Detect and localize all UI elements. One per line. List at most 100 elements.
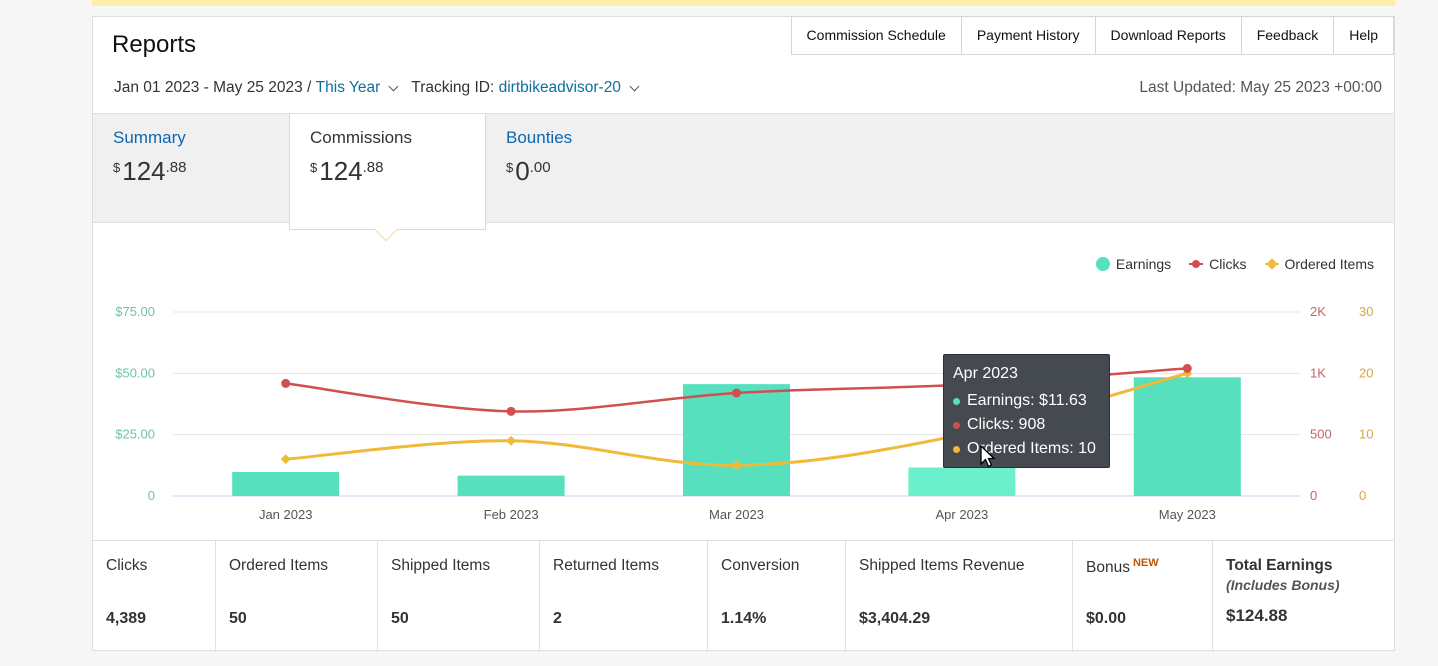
x-tick-label: Feb 2023 [484, 507, 539, 522]
tracking-label: Tracking ID: [411, 79, 495, 96]
circle-icon [953, 421, 960, 429]
tracking-id-dropdown[interactable]: dirtbikeadvisor-20 [498, 79, 621, 96]
y-right-ordered-tick-label: 10 [1359, 427, 1373, 442]
filter-bar: Jan 01 2023 - May 25 2023 / This Year Tr… [114, 79, 646, 97]
earnings-bar [1133, 377, 1241, 496]
y-right-ordered-tick-label: 20 [1359, 365, 1373, 380]
earnings-bar [457, 475, 565, 496]
ordered-items-point [506, 435, 517, 446]
tooltip-clicks-text: Clicks: 908 [967, 416, 1046, 433]
page-title: Reports [112, 31, 197, 58]
stat-value: 1.14% [721, 610, 767, 627]
stats-row: Clicks 4,389 Ordered Items 50 Shipped It… [93, 540, 1394, 652]
x-tick-label: Jan 2023 [259, 507, 313, 522]
stat-value: 4,389 [106, 610, 147, 627]
line-circle-icon [1189, 259, 1204, 269]
chevron-down-icon[interactable] [388, 81, 399, 92]
legend-label: Clicks [1209, 256, 1247, 272]
y-right-clicks-tick-label: 1K [1310, 365, 1326, 380]
date-range: Jan 01 2023 - May 25 2023 / [114, 79, 312, 96]
active-tab-pointer [374, 218, 398, 242]
chart-legend: Earnings Clicks Ordered Items [1095, 256, 1374, 272]
tab-commissions[interactable]: Commissions $ 124 .88 [289, 114, 486, 242]
reports-panel: Reports Commission Schedule Payment Hist… [92, 16, 1395, 652]
period-dropdown[interactable]: This Year [315, 79, 381, 96]
stat-value: 50 [229, 610, 247, 627]
ordered-items-point [280, 454, 291, 465]
circle-icon [953, 445, 960, 453]
line-diamond-icon [1264, 259, 1279, 269]
y-left-tick-label: 0 [148, 488, 155, 503]
tooltip-earnings: Earnings: $11.63 [953, 389, 1100, 413]
help-tab[interactable]: Help [1333, 16, 1394, 55]
amount-dec: .88 [362, 159, 384, 176]
stat-label: Bonus NEW [1086, 557, 1199, 577]
stat-label: Clicks [106, 557, 148, 574]
tooltip-clicks: Clicks: 908 [953, 413, 1100, 437]
y-left-tick-label: $75.00 [115, 304, 155, 319]
amount-dec: .88 [165, 159, 187, 176]
earnings-bar [232, 471, 340, 496]
stat-value: 2 [553, 610, 562, 627]
bonus-label: Bonus [1086, 559, 1130, 577]
download-reports-tab[interactable]: Download Reports [1094, 16, 1241, 55]
earnings-bar [683, 384, 790, 496]
stat-total-earnings: Total Earnings (Includes Bonus) $124.88 [1213, 541, 1394, 652]
amount-int: 124 [319, 156, 363, 186]
legend-ordered-items[interactable]: Ordered Items [1264, 256, 1374, 272]
tab-label: Bounties [506, 128, 573, 147]
legend-label: Earnings [1115, 256, 1172, 272]
tooltip-title: Apr 2023 [953, 365, 1018, 382]
chart-svg: 0 $25.00 $50.00 $75.00 0 500 1K 2K 0 10 20 30 Jan 20… [115, 304, 1373, 522]
stat-value: $124.88 [1226, 606, 1288, 625]
metric-tabs: Summary $ 124 .88 Commissions $ 124 .88 … [93, 113, 1394, 242]
tab-summary[interactable]: Summary $ 124 .88 [93, 114, 206, 224]
circle-icon [1095, 257, 1110, 271]
stat-returned-items: Returned Items 2 [540, 541, 708, 652]
last-updated: Last Updated: May 25 2023 +00:00 [1139, 79, 1382, 96]
stat-bonus: Bonus NEW $0.00 [1073, 541, 1213, 652]
stat-label: Returned Items [553, 557, 659, 574]
clicks-point [281, 378, 291, 388]
commission-schedule-tab[interactable]: Commission Schedule [790, 16, 961, 55]
notification-banner [92, 0, 1395, 6]
y-right-ordered-tick-label: 30 [1359, 304, 1373, 319]
legend-earnings[interactable]: Earnings [1095, 256, 1172, 272]
clicks-point [1182, 363, 1192, 373]
chart-tooltip: Apr 2023 Earnings: $11.63 Clicks: 908 Or… [943, 354, 1110, 468]
legend-label: Ordered Items [1284, 256, 1374, 272]
ordered-items-point [731, 460, 742, 471]
legend-clicks[interactable]: Clicks [1189, 256, 1247, 272]
currency-symbol: $ [310, 160, 318, 175]
tooltip-ordered: Ordered Items: 10 [953, 437, 1100, 461]
stat-clicks: Clicks 4,389 [93, 541, 216, 652]
clicks-point [732, 388, 741, 398]
tooltip-earnings-text: Earnings: $11.63 [967, 392, 1087, 409]
stat-shipped-items: Shipped Items 50 [378, 541, 540, 652]
chevron-down-icon[interactable] [629, 81, 640, 92]
stat-conversion: Conversion 1.14% [708, 541, 846, 652]
y-right-clicks-tick-label: 0 [1310, 488, 1317, 503]
stat-label: Shipped Items Revenue [859, 557, 1025, 574]
y-left-tick-label: $25.00 [115, 427, 155, 442]
stat-ordered-items: Ordered Items 50 [216, 541, 378, 652]
tab-bounties[interactable]: Bounties $ 0 .00 [486, 114, 592, 224]
earnings-bar [908, 467, 1016, 496]
currency-symbol: $ [506, 160, 514, 175]
stat-value: $3,404.29 [859, 610, 931, 627]
amount-int: 124 [122, 156, 166, 186]
y-right-clicks-tick-label: 500 [1310, 427, 1332, 442]
stat-label: Total Earnings [1226, 557, 1333, 574]
tooltip-ordered-text: Ordered Items: 10 [967, 440, 1096, 457]
stat-label: Shipped Items [391, 557, 491, 574]
earnings-chart: Earnings Clicks Ordered Items 0 $25.00 $50… [93, 242, 1394, 542]
feedback-tab[interactable]: Feedback [1240, 16, 1334, 55]
top-nav: Commission Schedule Payment History Down… [790, 16, 1394, 55]
amount-int: 0 [515, 156, 530, 186]
payment-history-tab[interactable]: Payment History [960, 16, 1095, 55]
stat-value: $0.00 [1086, 610, 1127, 628]
circle-icon [953, 397, 960, 405]
stat-shipped-revenue: Shipped Items Revenue $3,404.29 [846, 541, 1073, 652]
x-tick-label: Apr 2023 [936, 507, 989, 522]
stat-sublabel: (Includes Bonus) [1226, 577, 1340, 593]
